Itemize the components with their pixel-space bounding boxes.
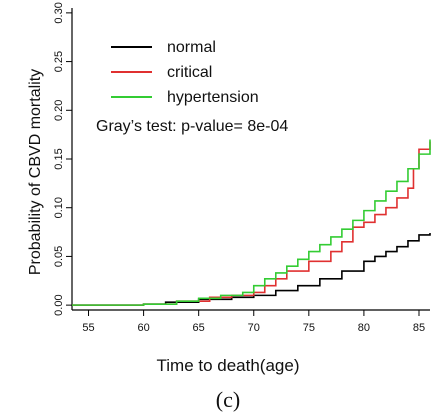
series-lines bbox=[72, 139, 431, 306]
x-axis-title: Time to death(age) bbox=[157, 356, 300, 375]
x-tick-label: 55 bbox=[82, 322, 94, 334]
y-tick-label: 0.15 bbox=[53, 148, 65, 169]
x-tick-label: 80 bbox=[358, 322, 370, 334]
y-tick-label: 0.05 bbox=[53, 246, 65, 267]
y-tick-label: 0.25 bbox=[53, 51, 65, 72]
y-tick-label: 0.00 bbox=[53, 294, 65, 315]
x-tick-label: 65 bbox=[193, 322, 205, 334]
grays-test-annotation: Gray’s test: p-value= 8e-04 bbox=[96, 118, 288, 135]
legend-label-hypertension: hypertension bbox=[167, 89, 259, 106]
legend-label-normal: normal bbox=[167, 39, 216, 56]
x-tick-label: 85 bbox=[413, 322, 425, 334]
x-tick-label: 60 bbox=[137, 322, 149, 334]
x-tick-label: 70 bbox=[248, 322, 260, 334]
y-tick-label: 0.30 bbox=[53, 2, 65, 23]
series-line-critical bbox=[72, 141, 431, 306]
y-tick-label: 0.10 bbox=[53, 197, 65, 218]
series-line-normal bbox=[72, 233, 431, 306]
axes: 0.00 0.05 0.10 0.15 0.20 0.25 0.30 55 60 65 70 75 80… bbox=[53, 2, 430, 334]
legend-label-critical: critical bbox=[167, 64, 212, 81]
series-line-hypertension bbox=[72, 139, 431, 306]
legend: normal critical hypertension bbox=[111, 39, 259, 106]
y-axis-title: Probability of CBVD mortality bbox=[27, 69, 44, 275]
figure-caption: (c) bbox=[216, 387, 240, 412]
x-tick-label: 75 bbox=[303, 322, 315, 334]
y-tick-label: 0.20 bbox=[53, 100, 65, 121]
